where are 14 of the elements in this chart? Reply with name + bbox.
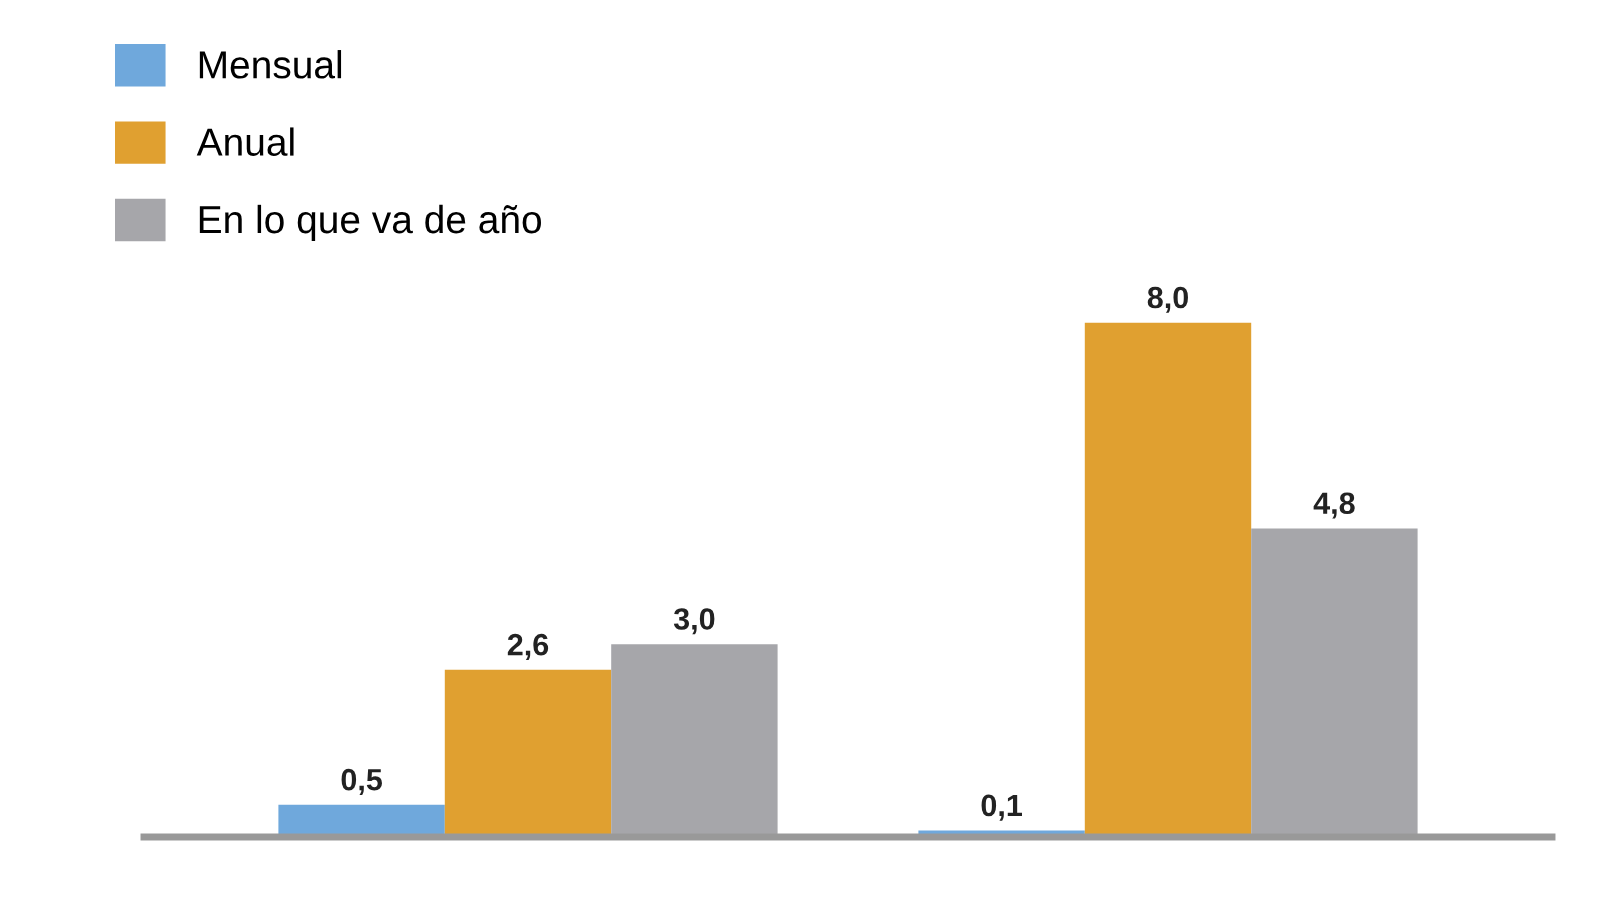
bar: [1251, 528, 1418, 837]
data-label: 0,5: [341, 768, 382, 795]
legend-label: Anual: [196, 127, 294, 156]
bar: [611, 644, 778, 837]
legend-label: Mensual: [199, 50, 342, 79]
bar: [278, 804, 445, 837]
data-label: 4,8: [1313, 492, 1355, 519]
data-label: 2,6: [507, 633, 549, 660]
data-label: 0,1: [981, 794, 1022, 821]
bar: [1084, 322, 1252, 837]
data-label: 8,0: [1147, 286, 1188, 313]
data-label: 3,0: [673, 608, 715, 635]
bar: [444, 669, 612, 837]
legend-label: En lo que va de año: [199, 204, 541, 242]
